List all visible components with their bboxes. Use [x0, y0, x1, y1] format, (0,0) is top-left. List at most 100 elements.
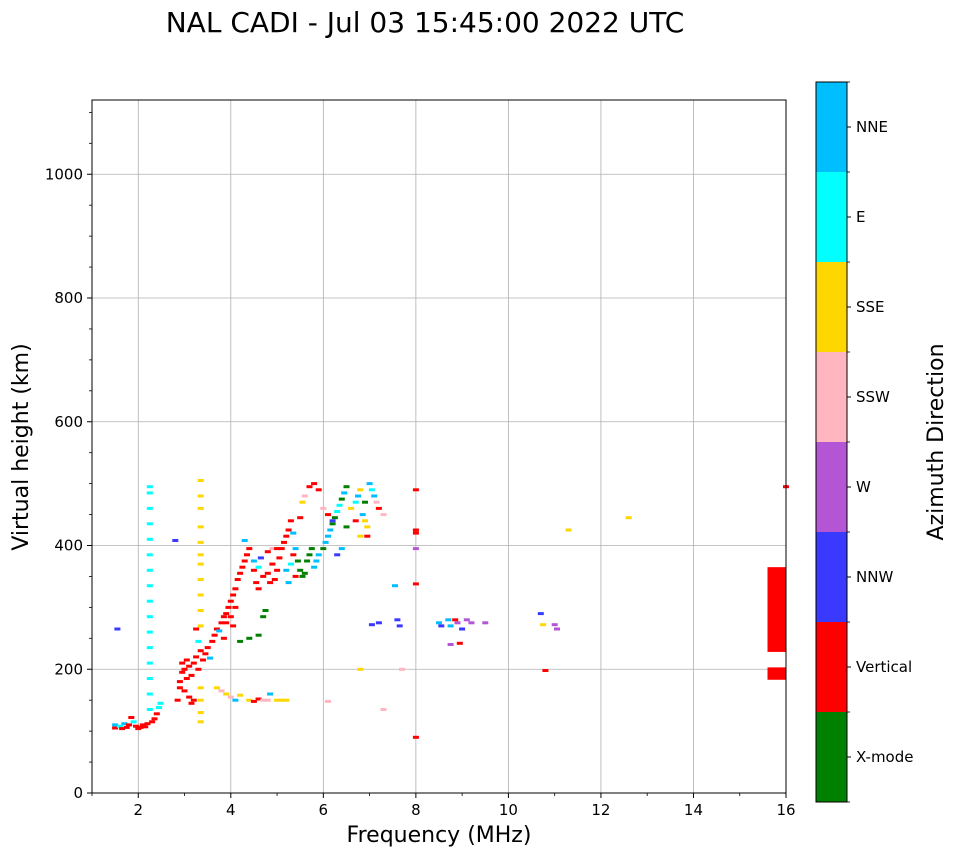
data-point-e	[146, 630, 153, 634]
data-point-vertical	[223, 621, 230, 625]
data-point-vertical	[190, 661, 197, 665]
data-point-x-mode	[331, 516, 338, 520]
x-tick-label: 16	[776, 801, 795, 819]
data-point-nnw	[172, 539, 179, 542]
data-point-nne	[241, 539, 248, 542]
data-point-e	[352, 500, 359, 504]
data-point-vertical	[255, 697, 262, 701]
colorbar-segment-ssw	[816, 352, 847, 442]
data-point-w	[551, 623, 558, 627]
colorbar-label-x-mode: X-mode	[856, 748, 913, 766]
data-point-vertical	[244, 553, 250, 557]
data-point-vertical	[250, 568, 257, 572]
data-point-vertical	[287, 519, 294, 523]
data-point-w	[463, 618, 470, 622]
data-point-sse	[278, 698, 285, 702]
data-point-nne	[341, 491, 348, 495]
data-point-vertical	[230, 624, 237, 628]
data-point-sse	[364, 525, 371, 529]
data-point-vertical	[220, 615, 227, 619]
data-point-vertical	[211, 633, 218, 637]
data-point-vertical	[200, 658, 206, 662]
data-point-vertical	[112, 726, 119, 730]
data-point-vertical	[311, 482, 318, 486]
data-point-ssw	[320, 506, 327, 510]
data-point-nne	[355, 494, 361, 498]
y-axis-ticks: 0 200 400 600 800 1000	[45, 111, 92, 802]
data-point-nne	[232, 698, 239, 702]
data-point-vertical	[274, 547, 281, 551]
data-point-vertical	[181, 667, 188, 671]
data-point-vertical	[285, 528, 292, 532]
data-point-vertical	[292, 574, 299, 578]
data-point-sse	[197, 540, 204, 544]
grid	[92, 100, 787, 794]
data-point-vertical	[220, 636, 227, 640]
colorbar-label: Azimuth Direction	[924, 343, 949, 540]
data-point-e	[195, 639, 202, 643]
data-point-vertical	[176, 680, 183, 684]
data-point-nne	[216, 629, 223, 633]
data-point-e	[146, 522, 153, 526]
data-point-vertical	[325, 513, 331, 517]
data-point-e	[146, 506, 153, 510]
data-point-sse	[357, 488, 364, 492]
data-point-vertical	[188, 673, 195, 677]
data-point-nne	[325, 534, 331, 538]
data-point-vertical	[264, 571, 271, 575]
data-point-sse	[197, 609, 204, 612]
data-point-vertical	[176, 686, 183, 690]
data-point-vertical	[412, 531, 419, 535]
data-point-x-mode	[343, 485, 350, 489]
data-point-e	[146, 491, 153, 495]
data-point-sse	[283, 698, 290, 702]
colorbar-segment-x-mode	[816, 712, 847, 802]
data-point-sse	[223, 692, 230, 696]
data-point-vertical	[133, 724, 139, 728]
data-point-vertical	[276, 556, 283, 560]
data-point-nne	[292, 547, 299, 551]
data-point-x-mode	[255, 633, 262, 637]
data-point-sse	[197, 593, 204, 597]
data-point-sse	[357, 534, 364, 538]
data-point-vertical	[144, 722, 151, 726]
data-point-nnw	[334, 553, 341, 557]
y-tick-label: 1000	[45, 165, 83, 183]
data-point-w	[447, 643, 454, 646]
colorbar-label-ssw: SSW	[856, 388, 890, 406]
data-point-nne	[313, 559, 320, 563]
y-tick-label: 800	[54, 289, 83, 307]
x-tick-label: 8	[411, 801, 421, 819]
colorbar-label-w: W	[856, 478, 871, 496]
data-point-e	[116, 724, 123, 728]
data-point-sse	[197, 494, 204, 498]
data-point-x-mode	[294, 559, 301, 563]
data-point-e	[146, 677, 153, 680]
data-point-x-mode	[301, 571, 308, 575]
data-point-vertical	[232, 605, 239, 609]
x-tick-label: 4	[226, 801, 236, 819]
data-point-vertical	[119, 727, 126, 731]
data-point-e	[156, 706, 163, 710]
data-point-x-mode	[246, 636, 253, 640]
data-point-vertical	[452, 618, 459, 622]
data-point-e	[146, 485, 153, 489]
data-point-vertical	[246, 547, 253, 551]
data-point-x-mode	[297, 568, 304, 572]
data-point-vertical	[234, 578, 241, 581]
data-point-vertical	[232, 587, 239, 591]
data-point-nne	[267, 692, 274, 696]
data-point-x-mode	[329, 522, 336, 526]
data-point-vertical	[230, 593, 237, 597]
data-point-vertical	[260, 574, 267, 578]
data-point-vertical	[306, 485, 313, 489]
y-tick-label: 200	[54, 660, 83, 678]
data-point-ssw	[301, 494, 308, 498]
data-point-vertical	[241, 559, 248, 563]
data-point-vertical	[255, 587, 262, 591]
colorbar-label-vertical: Vertical	[856, 658, 912, 676]
data-point-vertical	[186, 695, 193, 699]
data-point-x-mode	[262, 609, 269, 612]
data-point-vertical	[153, 712, 160, 716]
